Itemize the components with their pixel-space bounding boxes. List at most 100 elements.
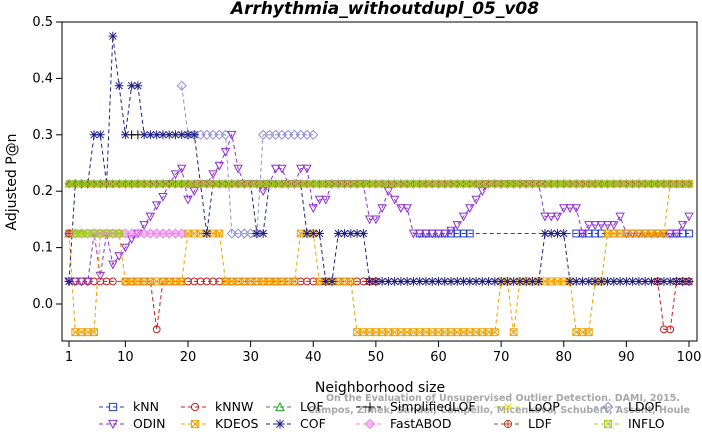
data-point [590,277,600,286]
data-point [465,204,475,214]
data-point [365,402,375,412]
series-odin [64,130,694,287]
data-point [308,229,318,238]
legend-item-knnw: kNNW [181,399,253,414]
data-point [314,195,325,205]
data-point [371,277,381,286]
legend-label: COF [300,416,326,431]
data-point [183,195,193,205]
data-point [665,229,675,239]
data-point [596,221,607,231]
plot-area [63,31,694,337]
data-point [65,229,73,238]
data-point [303,277,311,286]
data-point [571,277,581,286]
x-tick-label: 1 [65,350,73,365]
data-point [509,277,519,286]
data-point [446,277,456,286]
data-point [90,328,98,337]
legend-label: LDF [528,416,552,431]
data-point [333,229,343,238]
data-point [176,228,187,239]
x-axis-label: Neighborhood size [315,380,445,396]
data-point [252,229,262,238]
data-point [634,277,644,286]
data-point [684,277,694,286]
legend-item-ldf: LDF [494,416,552,431]
data-point [190,277,199,286]
data-point [671,229,682,239]
data-point [139,130,149,140]
legend-item-lof: LOF [266,399,324,414]
series-line [69,132,690,282]
data-point [177,277,186,286]
data-point [540,229,550,238]
data-point [471,195,481,205]
legend-label: ODIN [133,416,166,431]
data-point [415,277,425,286]
series-ldf [65,180,693,238]
data-point [233,164,243,174]
data-point [502,277,512,286]
legend-label: LDOF [628,399,662,414]
data-point [559,204,569,214]
data-point [672,277,681,286]
y-tick-label: 0.0 [32,297,53,312]
data-point [553,229,562,238]
data-point [164,130,174,140]
series-ldof [64,80,694,239]
data-point [76,277,87,287]
data-point [158,130,168,140]
y-tick-label: 0.5 [32,15,53,30]
data-point [621,277,631,286]
data-point [504,403,512,411]
data-point [208,170,218,180]
data-point [127,81,137,91]
data-point [596,277,606,286]
data-point [152,130,162,140]
data-point [346,229,356,238]
data-point [302,229,312,238]
data-point [414,229,425,239]
data-point [183,130,193,140]
data-point [308,129,319,140]
data-point [108,31,118,41]
data-point [409,277,418,286]
data-point [277,164,287,174]
series-line [68,36,689,282]
data-point [170,170,181,180]
y-axis-label: Adjusted P@n [4,133,20,230]
data-point [471,277,481,286]
data-point [552,212,563,222]
series-inflo [65,180,693,238]
data-point [584,229,593,238]
data-point [615,277,625,286]
data-point [603,419,613,429]
data-point [290,277,299,286]
data-point [389,195,400,205]
data-point [402,277,412,286]
legend-label: kNN [133,399,159,414]
data-point [352,229,362,238]
data-point [196,277,205,286]
data-point [353,277,361,286]
data-point [95,130,105,140]
series-loop [65,180,693,238]
legend: kNN kNNW LOF SimplifiedLOF LoOP LDOF ODIN KDEOS… [99,399,665,431]
series-line [181,85,314,234]
data-point [133,81,143,91]
data-point [89,130,99,140]
x-tick-label: 60 [430,350,447,365]
watermark-line-0: Campos, Zimek, Sander, Campello, Micenko… [308,405,690,416]
data-point [171,130,180,140]
data-point [503,419,513,429]
data-point [521,277,531,286]
data-point [653,277,663,286]
data-point [114,81,124,91]
data-point [640,277,650,286]
data-point [603,277,612,286]
data-point [364,215,375,225]
data-point [258,229,268,238]
data-point [434,277,443,286]
data-point [377,204,387,214]
